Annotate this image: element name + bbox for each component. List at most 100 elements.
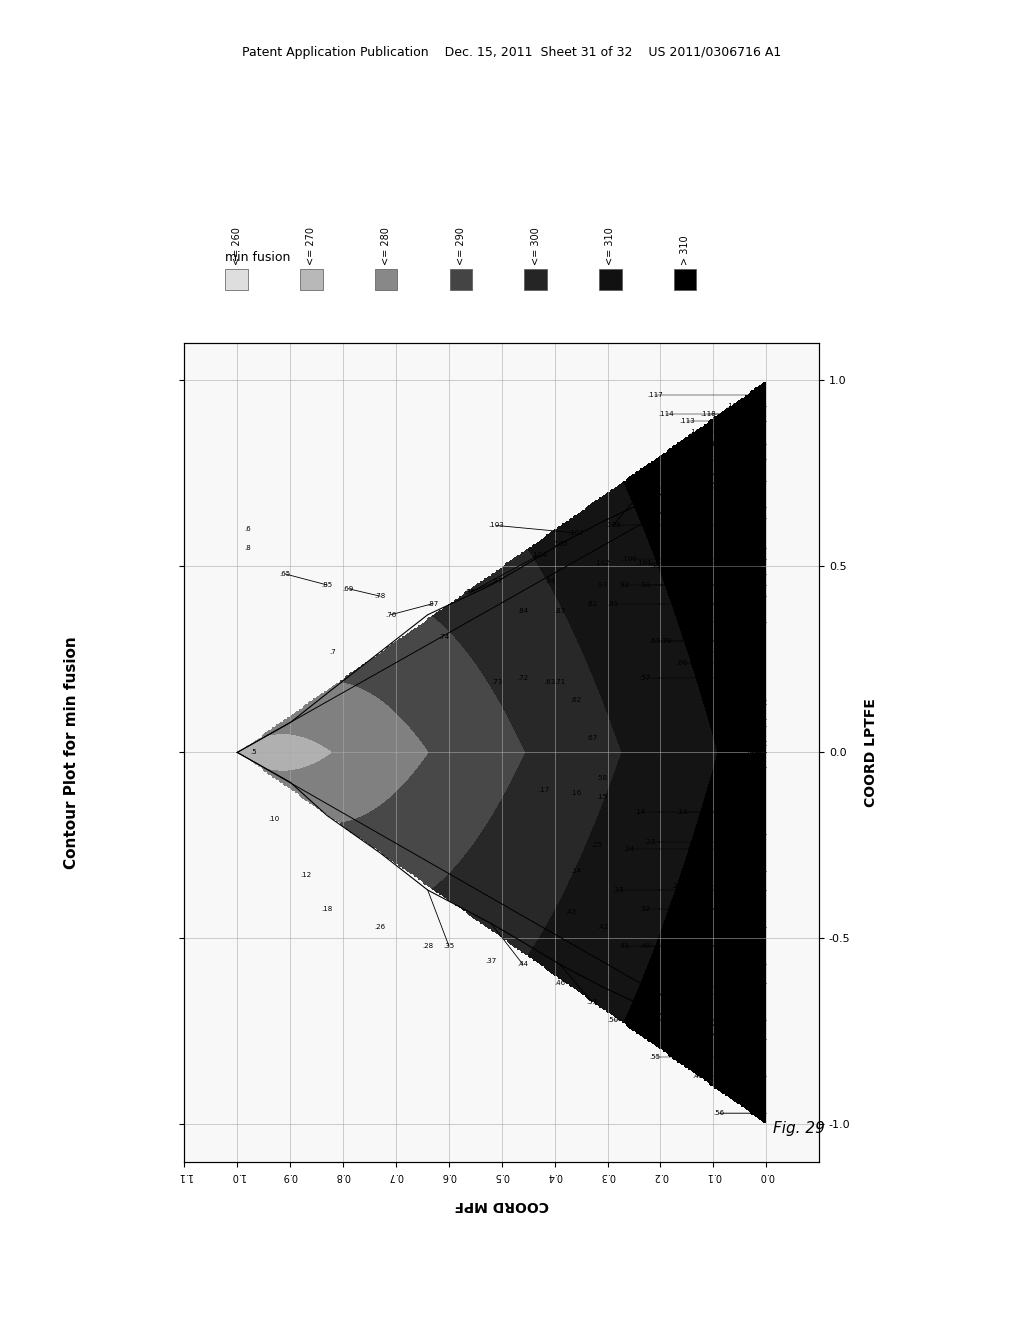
Text: .46: .46	[554, 979, 565, 986]
Text: .89: .89	[739, 545, 751, 550]
Text: .111: .111	[700, 441, 716, 446]
Text: .24: .24	[624, 846, 634, 853]
Text: .117: .117	[647, 392, 664, 399]
Text: .74: .74	[438, 634, 450, 640]
Text: <= 280: <= 280	[381, 227, 391, 265]
Text: .6: .6	[245, 527, 251, 532]
Text: <= 290: <= 290	[456, 227, 466, 265]
Text: .50: .50	[607, 1018, 618, 1023]
Text: .51: .51	[660, 983, 672, 990]
Text: .110: .110	[711, 455, 727, 462]
Text: .44: .44	[517, 961, 528, 968]
Text: .100: .100	[621, 556, 637, 562]
Text: .90: .90	[692, 601, 703, 607]
Text: .116: .116	[737, 418, 753, 424]
Text: .94: .94	[544, 578, 555, 585]
Text: .108: .108	[605, 523, 621, 528]
Text: .101: .101	[637, 560, 652, 566]
Text: .61: .61	[649, 638, 660, 644]
Text: .98: .98	[739, 504, 751, 510]
Text: .17: .17	[539, 787, 550, 792]
Text: min fusion: min fusion	[225, 251, 291, 264]
Text: .26: .26	[375, 924, 386, 931]
Text: .15: .15	[597, 795, 608, 800]
Text: .48: .48	[692, 1073, 703, 1078]
Text: .64: .64	[739, 742, 751, 748]
Text: .113: .113	[679, 418, 695, 424]
Text: .88: .88	[739, 556, 751, 562]
Text: .63: .63	[544, 678, 555, 685]
Text: .33: .33	[612, 887, 624, 894]
Text: .93: .93	[597, 582, 608, 587]
Text: .5: .5	[250, 750, 256, 755]
Text: .9: .9	[748, 715, 754, 722]
Text: .14: .14	[634, 809, 645, 814]
Text: .41: .41	[617, 942, 629, 949]
Text: .40: .40	[639, 942, 650, 949]
Text: > 310: > 310	[680, 236, 690, 265]
Text: .97: .97	[490, 578, 502, 585]
Text: .69: .69	[343, 586, 354, 591]
Text: .85: .85	[322, 582, 333, 587]
Text: .36: .36	[744, 961, 756, 968]
Text: .62: .62	[570, 697, 582, 704]
Text: .103: .103	[488, 523, 505, 528]
Text: .66: .66	[702, 649, 714, 655]
Text: .87: .87	[427, 601, 438, 607]
Text: .19: .19	[744, 832, 756, 837]
Text: .30: .30	[692, 906, 703, 912]
Text: .31: .31	[666, 906, 677, 912]
Text: .18: .18	[322, 906, 333, 912]
Text: .7: .7	[329, 649, 336, 655]
Text: .96: .96	[739, 515, 751, 521]
Text: <= 300: <= 300	[530, 227, 541, 265]
Text: .91: .91	[639, 582, 650, 587]
Text: .71: .71	[554, 678, 565, 685]
Text: .28: .28	[422, 942, 433, 949]
Text: <= 260: <= 260	[231, 227, 242, 265]
Text: .54: .54	[744, 1073, 756, 1078]
Text: .58: .58	[597, 775, 608, 781]
Text: .20: .20	[734, 869, 745, 874]
Text: .72: .72	[517, 675, 528, 681]
Text: .29: .29	[744, 924, 756, 931]
X-axis label: COORD MPF: COORD MPF	[455, 1199, 549, 1212]
Text: .2: .2	[748, 738, 754, 744]
Text: .42: .42	[597, 924, 608, 931]
Text: .16: .16	[570, 791, 582, 796]
Text: .76: .76	[385, 611, 396, 618]
Text: .115: .115	[637, 486, 652, 491]
Text: Fig. 29: Fig. 29	[773, 1121, 824, 1137]
Text: .78: .78	[375, 593, 386, 599]
Text: .4: .4	[721, 701, 727, 708]
Text: .34: .34	[570, 869, 582, 874]
Text: .52: .52	[649, 991, 660, 997]
Text: .1: .1	[753, 750, 759, 755]
Text: .112: .112	[690, 429, 706, 436]
Text: .82: .82	[586, 601, 597, 607]
Text: .25: .25	[592, 842, 602, 849]
Text: .11: .11	[744, 764, 756, 771]
Text: .114: .114	[658, 411, 674, 417]
Text: .104: .104	[531, 552, 547, 558]
Text: .12: .12	[300, 873, 311, 878]
Text: .95: .95	[465, 590, 475, 595]
Text: .32: .32	[639, 906, 650, 912]
Text: .92: .92	[617, 582, 629, 587]
Text: .23: .23	[644, 838, 655, 845]
Text: Contour Plot for min fusion: Contour Plot for min fusion	[65, 636, 79, 869]
Text: Patent Application Publication    Dec. 15, 2011  Sheet 31 of 32    US 2011/03067: Patent Application Publication Dec. 15, …	[243, 46, 781, 59]
Text: .21: .21	[702, 887, 714, 894]
Text: .13: .13	[676, 809, 687, 814]
Text: .107: .107	[568, 529, 584, 536]
Text: .45: .45	[744, 1018, 756, 1023]
Text: .67: .67	[586, 734, 597, 741]
Text: <= 270: <= 270	[306, 227, 316, 265]
Text: .49: .49	[624, 1018, 634, 1023]
Text: .37: .37	[485, 958, 497, 964]
Text: .84: .84	[517, 609, 528, 614]
Text: .65: .65	[280, 570, 291, 577]
Text: .86: .86	[734, 570, 745, 577]
Text: .55: .55	[649, 1055, 660, 1060]
Text: .27: .27	[734, 887, 745, 894]
